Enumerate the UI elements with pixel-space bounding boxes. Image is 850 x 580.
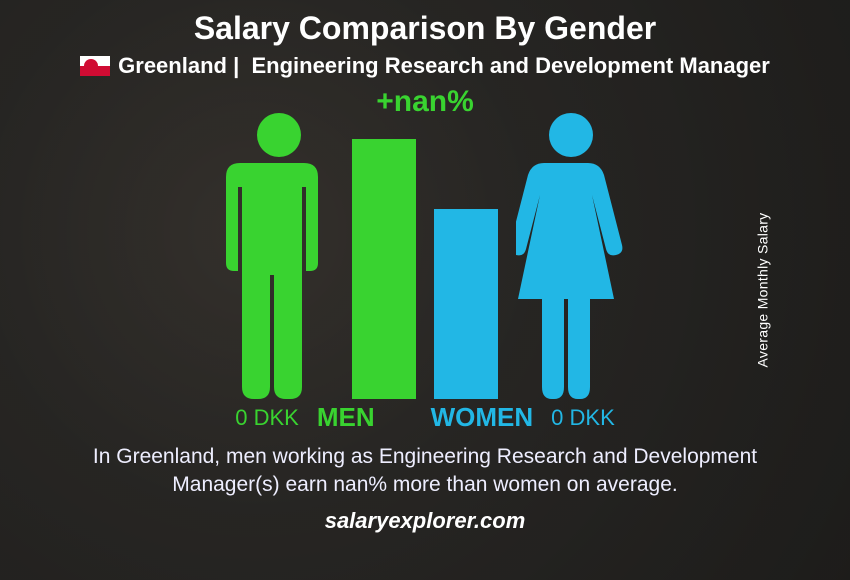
men-value-label: 0 DKK bbox=[235, 405, 299, 431]
men-category-label: MEN bbox=[317, 402, 375, 433]
women-value-label: 0 DKK bbox=[551, 405, 615, 431]
subtitle-row: Greenland | Engineering Research and Dev… bbox=[0, 53, 850, 79]
subtitle-text: Greenland | Engineering Research and Dev… bbox=[118, 53, 770, 79]
site-credit: salaryexplorer.com bbox=[0, 508, 850, 534]
y-axis-label: Average Monthly Salary bbox=[755, 213, 771, 368]
page-title: Salary Comparison By Gender bbox=[0, 0, 850, 47]
female-person-icon bbox=[516, 109, 626, 399]
greenland-flag-icon bbox=[80, 56, 110, 76]
chart-labels-row: 0 DKK MEN WOMEN 0 DKK bbox=[235, 402, 615, 433]
men-bar bbox=[352, 139, 416, 399]
women-bar bbox=[434, 209, 498, 399]
description-text: In Greenland, men working as Engineering… bbox=[0, 439, 850, 500]
male-person-icon bbox=[224, 109, 334, 399]
salary-gender-chart: +nan% 0 DKK MEN bbox=[0, 89, 850, 439]
chart-figures bbox=[224, 109, 626, 399]
women-category-label: WOMEN bbox=[431, 402, 534, 433]
